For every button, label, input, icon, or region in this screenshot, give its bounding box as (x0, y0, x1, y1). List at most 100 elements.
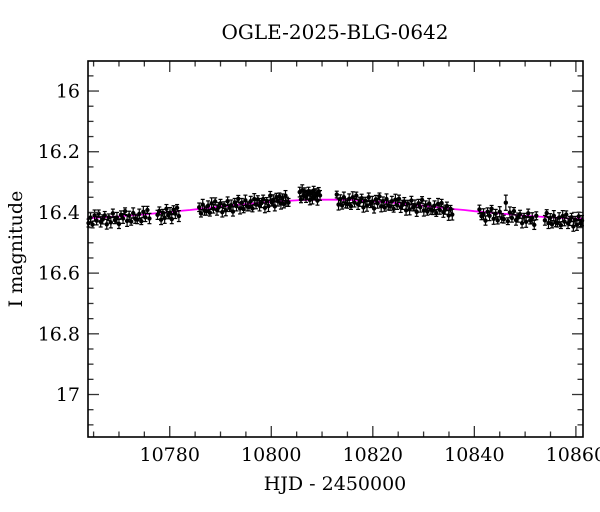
data-point (122, 209, 128, 214)
data-point (196, 205, 202, 210)
data-point (218, 201, 223, 206)
data-point (412, 202, 418, 208)
data-point (364, 203, 370, 208)
data-point (509, 215, 515, 221)
data-point (396, 196, 402, 201)
data-point (228, 202, 234, 208)
data-point (394, 202, 400, 208)
data-point (361, 205, 366, 210)
data-point (162, 215, 167, 221)
data-point (211, 206, 216, 211)
data-point (90, 222, 95, 227)
data-point (286, 200, 291, 205)
data-point (391, 206, 396, 211)
data-point (198, 211, 204, 216)
data-point (497, 209, 502, 215)
data-point (414, 209, 419, 215)
x-axis-label: HJD - 2450000 (264, 473, 407, 495)
y-tick-label: 16.8 (38, 323, 80, 345)
data-points (86, 184, 585, 232)
data-point (347, 196, 352, 201)
y-tick-label: 17 (56, 384, 80, 406)
data-point (530, 215, 535, 221)
data-point (556, 215, 562, 220)
y-tick-label: 16 (56, 81, 80, 103)
data-point (145, 207, 150, 213)
x-tick-label: 10820 (343, 444, 403, 466)
data-point (94, 218, 99, 223)
data-point (173, 211, 178, 216)
data-point (503, 200, 509, 205)
x-tick-label: 10800 (241, 444, 301, 466)
data-point (495, 218, 500, 223)
data-point (425, 209, 430, 214)
data-point (137, 211, 142, 217)
data-point (315, 198, 320, 203)
y-axis-label: I magnitude (5, 191, 27, 308)
data-point (241, 206, 246, 212)
data-point (104, 222, 109, 227)
data-point (517, 212, 523, 217)
data-point (571, 224, 576, 229)
data-point (525, 211, 531, 216)
data-point (544, 210, 549, 216)
data-point (562, 219, 567, 224)
data-point (450, 212, 455, 217)
data-point (354, 193, 359, 198)
data-point (311, 188, 316, 193)
data-point (260, 196, 266, 202)
y-tick-label: 16.6 (38, 263, 80, 285)
data-point (409, 198, 414, 203)
data-point (268, 193, 273, 198)
axis-tick-labels: 10780 10800 10820 10840 10860 16 16.2 16.4 16.6 1… (38, 81, 600, 466)
data-point (174, 205, 180, 211)
data-point (116, 221, 122, 227)
data-point (375, 201, 380, 206)
data-point (523, 219, 529, 225)
data-point (483, 218, 488, 223)
data-point (339, 203, 345, 208)
data-point (239, 200, 245, 205)
axis-ticks (88, 61, 583, 437)
data-point (126, 213, 132, 218)
x-tick-label: 10780 (140, 444, 200, 466)
data-point (564, 212, 569, 217)
data-point (418, 205, 423, 210)
data-point (248, 199, 253, 204)
data-point (382, 205, 387, 210)
data-point (147, 216, 152, 221)
data-point (88, 215, 93, 220)
data-point (439, 200, 444, 206)
data-point (352, 200, 357, 205)
data-point (489, 206, 494, 211)
data-point (317, 193, 323, 198)
data-point (384, 196, 389, 202)
data-point (487, 213, 492, 218)
data-point (380, 199, 386, 204)
data-point (280, 195, 285, 201)
data-point (534, 213, 539, 218)
data-point (366, 195, 371, 200)
data-point (281, 202, 287, 207)
data-point (434, 210, 439, 216)
data-point (446, 213, 451, 218)
data-point (223, 208, 229, 213)
data-point (167, 210, 173, 215)
data-point (371, 206, 377, 211)
data-point (102, 213, 107, 218)
plot-title: OGLE-2025-BLG-0642 (221, 20, 448, 44)
data-point (402, 199, 407, 204)
data-point (128, 219, 134, 224)
data-point (234, 203, 239, 209)
data-point (220, 209, 225, 215)
data-point (481, 211, 486, 217)
data-point (511, 209, 517, 214)
data-point (359, 195, 364, 201)
data-point (576, 214, 581, 219)
data-point (370, 199, 375, 204)
data-point (532, 222, 537, 228)
data-point (158, 217, 164, 222)
x-tick-label: 10840 (444, 444, 504, 466)
data-point (338, 196, 343, 202)
